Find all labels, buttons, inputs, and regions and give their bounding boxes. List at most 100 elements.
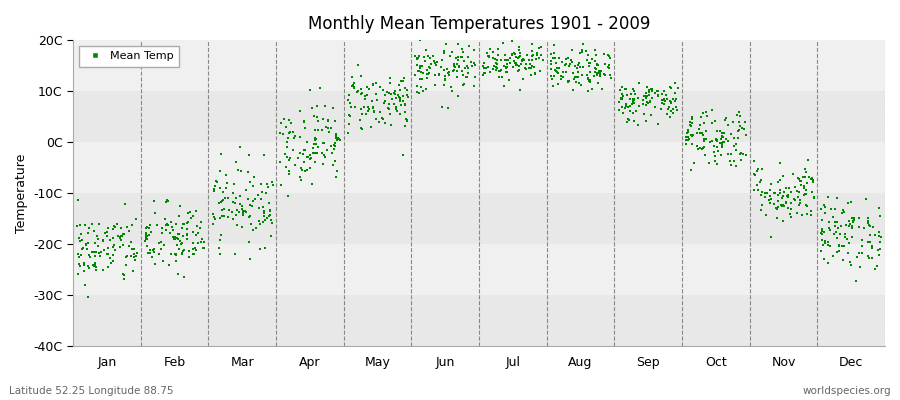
Point [76, 260, 91, 266]
Point [479, 65, 493, 71]
Point [863, 223, 878, 230]
Point [662, 84, 677, 90]
Point [651, 121, 665, 128]
Point [454, 54, 469, 60]
Point [544, 51, 558, 58]
Point [710, 137, 724, 144]
Point [826, 213, 841, 220]
Point [861, 215, 876, 221]
Point [307, 141, 321, 147]
Point [689, 130, 704, 137]
Point [558, 69, 572, 75]
Point [794, 178, 808, 184]
Point [652, 88, 666, 94]
Point [510, 68, 525, 74]
Point [105, 234, 120, 241]
Point [292, 108, 307, 115]
Point [685, 132, 699, 139]
Point [865, 243, 879, 250]
Point [873, 239, 887, 245]
Point [841, 250, 855, 257]
Point [318, 153, 332, 160]
Point [123, 238, 138, 245]
Point [293, 150, 308, 156]
Point [88, 263, 103, 270]
Point [247, 183, 261, 189]
Point [310, 118, 325, 124]
Point [845, 234, 859, 240]
Point [112, 244, 127, 250]
Point [451, 53, 465, 60]
Point [770, 204, 785, 210]
Point [449, 55, 464, 62]
Point [345, 73, 359, 80]
Point [683, 119, 698, 126]
Point [770, 206, 784, 212]
Point [648, 90, 662, 96]
Point [213, 231, 228, 238]
Point [625, 90, 639, 97]
Point [359, 111, 374, 117]
Point [662, 114, 677, 120]
Point [626, 118, 641, 124]
Point [183, 208, 197, 215]
Point [446, 88, 460, 94]
Point [476, 72, 491, 78]
Point [140, 236, 154, 242]
Point [855, 236, 869, 243]
Point [716, 138, 731, 145]
Point [635, 97, 650, 103]
Point [561, 79, 575, 86]
Point [263, 206, 277, 213]
Point [691, 126, 706, 132]
Point [92, 221, 106, 228]
Point [220, 195, 235, 201]
Point [814, 237, 829, 244]
Point [215, 207, 230, 213]
Point [597, 70, 611, 77]
Point [235, 224, 249, 230]
Point [320, 117, 335, 123]
Point [108, 247, 122, 253]
Point [648, 104, 662, 110]
Point [696, 130, 710, 136]
Point [382, 104, 396, 111]
Point [580, 75, 595, 81]
Point [377, 100, 392, 106]
Point [397, 75, 411, 82]
Point [155, 225, 169, 231]
Point [398, 102, 412, 108]
Point [568, 62, 582, 69]
Point [499, 63, 513, 70]
Point [370, 96, 384, 103]
Point [778, 198, 793, 205]
Point [292, 174, 307, 180]
Point [824, 206, 838, 212]
Point [487, 63, 501, 69]
Point [303, 165, 318, 172]
Point [88, 253, 103, 260]
Point [732, 119, 746, 126]
Point [844, 262, 859, 268]
Point [362, 106, 376, 112]
Point [775, 203, 789, 210]
Point [626, 85, 640, 92]
Point [791, 175, 806, 182]
Point [113, 224, 128, 231]
Point [834, 210, 849, 216]
Point [162, 262, 176, 268]
Point [346, 83, 361, 90]
Point [316, 161, 330, 168]
Point [330, 168, 345, 174]
Point [300, 166, 314, 173]
Point [568, 74, 582, 80]
Point [664, 99, 679, 105]
Point [845, 224, 859, 231]
Point [591, 70, 606, 76]
Point [656, 101, 670, 107]
Point [254, 180, 268, 187]
Point [99, 232, 113, 239]
Point [621, 116, 635, 122]
Point [571, 64, 585, 71]
Point [73, 263, 87, 270]
